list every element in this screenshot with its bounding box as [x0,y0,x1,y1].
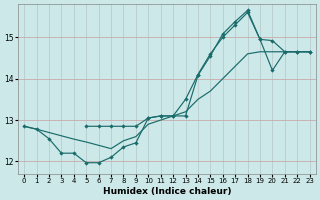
X-axis label: Humidex (Indice chaleur): Humidex (Indice chaleur) [103,187,231,196]
